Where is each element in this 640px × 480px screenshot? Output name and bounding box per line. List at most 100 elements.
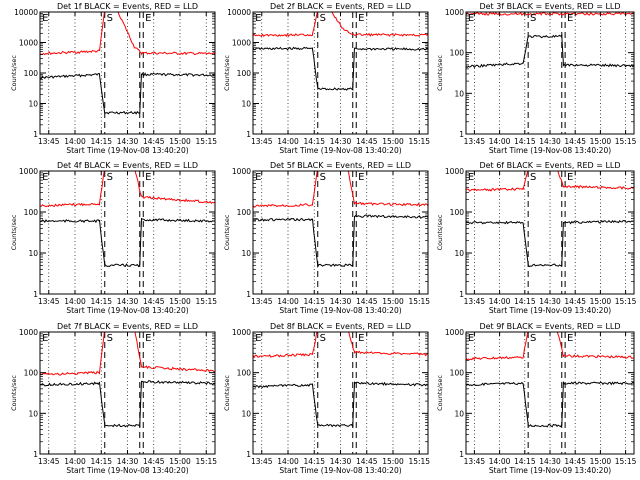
marker-label: S [530, 333, 536, 344]
x-tick-label: 13:45 [251, 137, 273, 146]
x-tick-label: 14:00 [277, 137, 299, 146]
x-tick-label: 14:30 [117, 137, 139, 146]
x-tick-label: 15:15 [195, 297, 217, 306]
marker-label: E [567, 172, 573, 183]
marker-label: E [358, 13, 364, 24]
series-line-lld [466, 12, 634, 16]
x-tick-label: 13:45 [38, 137, 60, 146]
y-tick-label: 100 [450, 369, 465, 378]
y-tick-label: 10 [241, 100, 251, 109]
marker-label: E [468, 333, 474, 344]
y-tick-label: 10000 [14, 8, 38, 17]
y-tick-label: 1000 [232, 328, 251, 337]
x-axis-label: Start Time (19-Nov-08 13:40:20) [489, 146, 611, 155]
y-axis-label: Counts/sec [223, 214, 231, 250]
x-tick-label: 15:15 [408, 297, 430, 306]
panel-9: 13:45 14:00 14:15 14:30 14:45 15:00 15:15 1 10 10… [436, 322, 637, 475]
x-tick-label: 14:15 [90, 457, 112, 466]
x-tick-label: 14:45 [564, 297, 586, 306]
marker-label: E [255, 333, 261, 344]
x-tick-label: 14:45 [564, 137, 586, 146]
y-tick-label: 1 [33, 130, 38, 139]
panel-1: 13:45 14:00 14:15 14:30 14:45 15:00 15:15 1 10 10… [10, 2, 217, 155]
panel-title: Det 3f BLACK = Events, RED = LLD [479, 2, 620, 11]
marker-label: S [530, 13, 536, 24]
marker-label: S [320, 13, 326, 24]
y-tick-label: 10 [454, 249, 464, 258]
series-line-events [40, 217, 215, 268]
x-tick-label: 14:30 [330, 137, 352, 146]
x-tick-label: 14:30 [117, 297, 139, 306]
marker-label: E [468, 172, 474, 183]
x-tick-label: 14:30 [330, 297, 352, 306]
marker-label: S [320, 172, 326, 183]
x-tick-label: 14:30 [117, 457, 139, 466]
x-tick-label: 14:00 [489, 137, 511, 146]
x-tick-label: 14:15 [303, 137, 325, 146]
series-line-events [253, 46, 428, 91]
x-tick-label: 15:15 [408, 457, 430, 466]
x-tick-label: 13:45 [464, 297, 486, 306]
x-axis-label: Start Time (19-Nov-08 13:40:20) [279, 466, 401, 475]
y-tick-label: 1000 [232, 39, 251, 48]
x-tick-label: 13:45 [38, 457, 60, 466]
y-tick-label: 1000 [19, 39, 38, 48]
y-tick-label: 10 [454, 409, 464, 418]
y-tick-label: 100 [24, 369, 39, 378]
series-line-lld [253, 171, 428, 208]
panel-7: 13:45 14:00 14:15 14:30 14:45 15:00 15:15 1 10 10… [10, 322, 217, 475]
y-tick-label: 10 [28, 100, 38, 109]
y-axis-label: Counts/sec [436, 375, 444, 411]
y-tick-label: 1 [246, 450, 251, 459]
y-axis-label: Counts/sec [10, 55, 18, 91]
marker-label: E [145, 172, 151, 183]
x-tick-label: 14:00 [277, 457, 299, 466]
x-tick-label: 15:00 [169, 457, 191, 466]
panel-title: Det 2f BLACK = Events, RED = LLD [270, 2, 411, 11]
series-line-events [466, 34, 634, 69]
x-tick-label: 13:45 [38, 297, 60, 306]
x-tick-label: 14:15 [303, 297, 325, 306]
marker-label: S [107, 333, 113, 344]
marker-label: S [530, 172, 536, 183]
panel-8: 13:45 14:00 14:15 14:30 14:45 15:00 15:15 1 10 10… [223, 322, 430, 475]
x-tick-label: 14:45 [143, 137, 165, 146]
y-axis-label: Counts/sec [223, 55, 231, 91]
y-tick-label: 1 [246, 130, 251, 139]
y-tick-label: 1000 [445, 167, 464, 176]
x-tick-label: 15:15 [195, 137, 217, 146]
series-line-events [40, 380, 215, 428]
y-tick-label: 1000 [445, 328, 464, 337]
panel-title: Det 7f BLACK = Events, RED = LLD [57, 322, 198, 331]
x-tick-label: 13:45 [251, 297, 273, 306]
x-tick-label: 14:15 [514, 457, 536, 466]
x-axis-label: Start Time (19-Nov-08 13:40:20) [66, 466, 188, 475]
x-tick-label: 14:15 [90, 297, 112, 306]
x-tick-label: 14:00 [489, 297, 511, 306]
series-line-events [466, 219, 634, 268]
marker-label: E [468, 13, 474, 24]
y-axis-label: Counts/sec [223, 375, 231, 411]
x-axis-label: Start Time (19-Nov-08 13:40:20) [279, 306, 401, 315]
x-tick-label: 14:15 [90, 137, 112, 146]
y-tick-label: 1 [246, 290, 251, 299]
panel-title: Det 4f BLACK = Events, RED = LLD [57, 161, 198, 170]
series-line-events [466, 380, 634, 428]
x-tick-label: 13:45 [251, 457, 273, 466]
series-line-events [40, 72, 215, 115]
x-tick-label: 14:45 [356, 297, 378, 306]
y-tick-label: 1 [459, 130, 464, 139]
y-tick-label: 1 [33, 450, 38, 459]
y-tick-label: 10 [28, 409, 38, 418]
y-tick-label: 1000 [445, 8, 464, 17]
x-tick-label: 15:00 [590, 457, 612, 466]
marker-label: E [255, 172, 261, 183]
x-tick-label: 15:15 [615, 297, 637, 306]
x-axis-label: Start Time (19-Nov-08 13:40:20) [66, 306, 188, 315]
x-tick-label: 15:00 [590, 297, 612, 306]
panel-2: 13:45 14:00 14:15 14:30 14:45 15:00 15:15 1 10 10… [223, 2, 430, 155]
y-tick-label: 1000 [19, 167, 38, 176]
marker-label: E [42, 13, 48, 24]
marker-label: E [42, 333, 48, 344]
series-line-lld [466, 332, 634, 361]
